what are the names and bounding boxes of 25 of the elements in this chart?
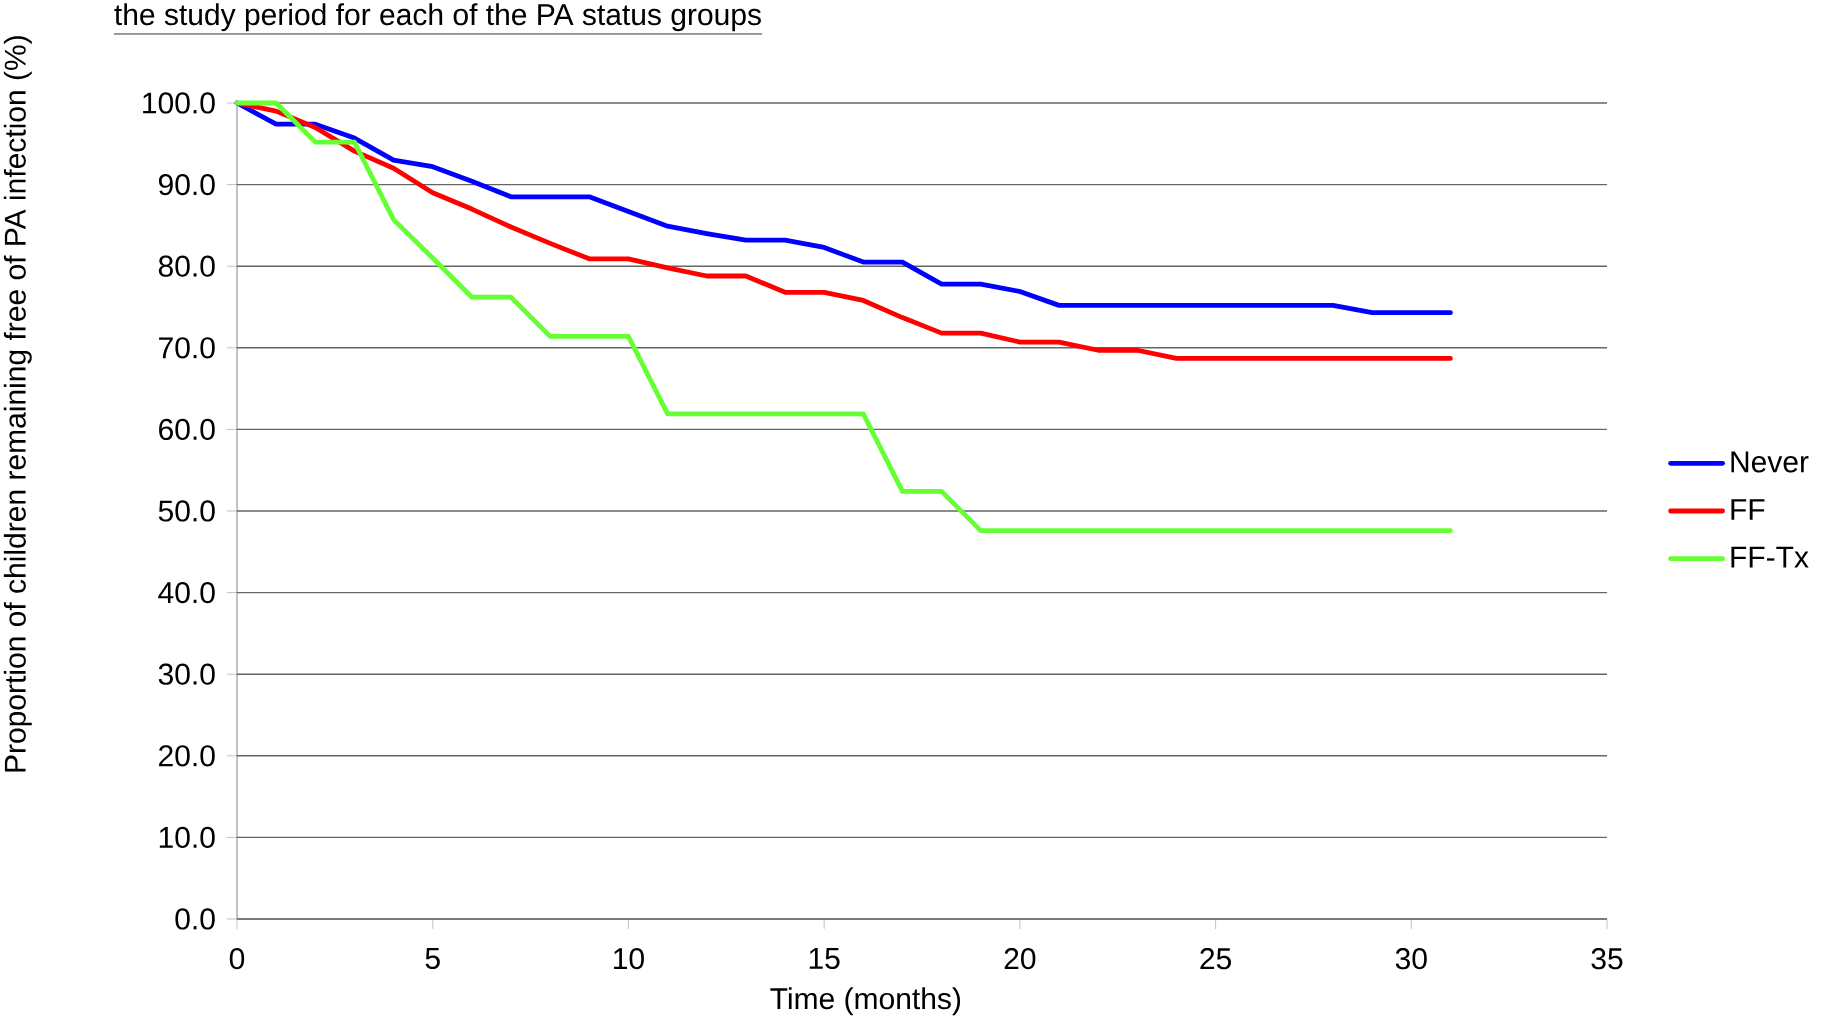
y-axis-title: Proportion of children remaining free of PA infection (%): [3, 36, 32, 772]
legend-label: Never: [1731, 451, 1809, 473]
chart-title: the study period for each of the PA status groups: [114, 3, 761, 32]
x-axis-title: Time (months): [770, 987, 961, 1016]
y-tick-label: 50.0: [158, 500, 215, 522]
y-tick-label: 40.0: [158, 581, 215, 604]
x-tick-label: 0: [229, 948, 245, 970]
legend-label: FF-Tx: [1731, 546, 1809, 568]
y-tick-label: 0.0: [175, 908, 215, 930]
x-tick-label: 15: [809, 948, 840, 969]
y-tick-label: 80.0: [158, 255, 215, 277]
x-tick-label: 10: [614, 948, 644, 970]
x-tick-label: 30: [1395, 948, 1427, 970]
x-tick-label: 35: [1591, 948, 1623, 970]
x-tick-label: 5: [425, 948, 440, 969]
y-tick-label: 10.0: [159, 826, 215, 849]
x-tick-label: 25: [1200, 948, 1232, 970]
y-tick-label: 90.0: [158, 173, 215, 196]
legend-label: FF: [1731, 499, 1765, 520]
y-tick-label: 20.0: [159, 745, 215, 767]
x-tick-label: 20: [1004, 948, 1036, 970]
y-tick-label: 100.0: [143, 92, 215, 114]
y-tick-label: 70.0: [159, 337, 215, 359]
y-tick-label: 60.0: [159, 418, 215, 441]
y-tick-label: 30.0: [158, 663, 215, 685]
